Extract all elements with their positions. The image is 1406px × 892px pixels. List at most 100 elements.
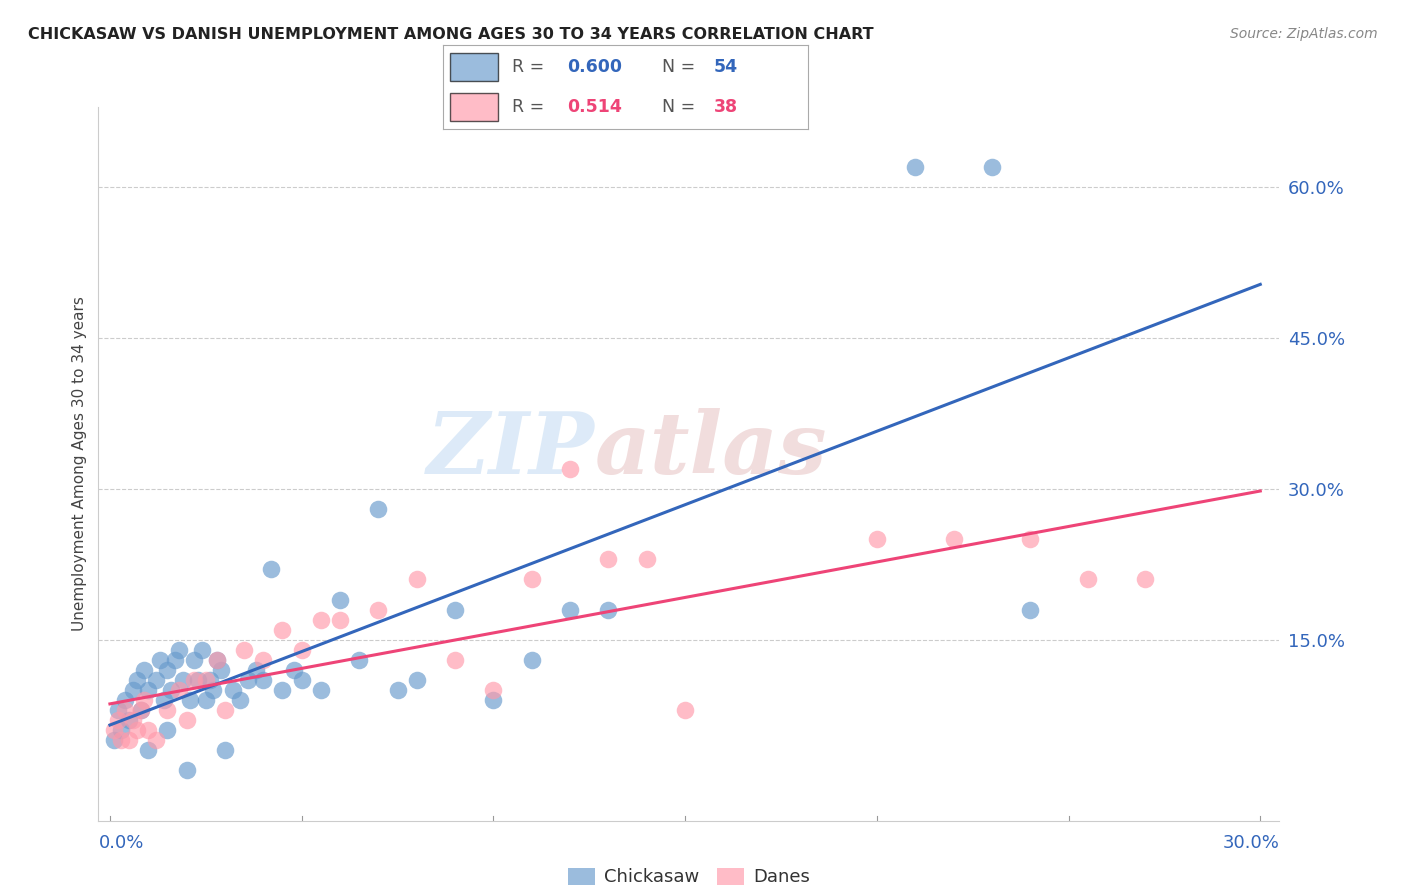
Point (598, 602, 620, 616)
Point (110, 723, 132, 738)
Point (118, 713, 141, 727)
Point (125, 673, 148, 687)
Point (167, 683, 190, 698)
Point (176, 764, 198, 778)
Point (110, 733, 132, 747)
Point (520, 573, 543, 587)
Point (194, 673, 217, 687)
Point (245, 663, 267, 677)
Point (122, 683, 145, 698)
Point (156, 663, 179, 677)
Text: N =: N = (662, 58, 702, 76)
Text: 0.600: 0.600 (567, 58, 623, 76)
Point (114, 693, 136, 707)
Point (103, 733, 125, 747)
Point (122, 713, 145, 727)
Point (636, 552, 658, 566)
Point (444, 602, 467, 616)
Point (229, 693, 252, 707)
Point (558, 602, 581, 616)
Point (558, 462, 581, 476)
Point (367, 602, 389, 616)
Point (207, 653, 229, 667)
Point (107, 713, 129, 727)
Point (387, 683, 409, 698)
Point (134, 693, 156, 707)
Point (207, 653, 229, 667)
Point (149, 653, 172, 667)
Point (329, 613, 352, 627)
Point (405, 673, 427, 687)
Text: Source: ZipAtlas.com: Source: ZipAtlas.com (1230, 27, 1378, 41)
Point (309, 683, 332, 698)
Point (103, 723, 125, 738)
Point (152, 693, 174, 707)
Point (367, 502, 389, 516)
Point (194, 693, 217, 707)
Point (309, 613, 332, 627)
Text: 38: 38 (713, 98, 738, 116)
Text: 30.0%: 30.0% (1223, 834, 1279, 852)
Point (176, 713, 198, 727)
Text: 54: 54 (713, 58, 738, 76)
Point (1077, 573, 1099, 587)
Point (145, 733, 167, 747)
Point (904, 161, 927, 175)
Point (291, 642, 314, 657)
Point (1019, 533, 1042, 547)
Point (129, 703, 152, 717)
Point (134, 663, 156, 677)
Point (136, 743, 159, 757)
FancyBboxPatch shape (450, 54, 498, 81)
Point (136, 723, 159, 738)
Point (179, 693, 201, 707)
Point (347, 653, 370, 667)
Y-axis label: Unemployment Among Ages 30 to 34 years: Unemployment Among Ages 30 to 34 years (72, 296, 87, 632)
Text: CHICKASAW VS DANISH UNEMPLOYMENT AMONG AGES 30 TO 34 YEARS CORRELATION CHART: CHICKASAW VS DANISH UNEMPLOYMENT AMONG A… (28, 27, 873, 42)
Point (405, 573, 427, 587)
Point (145, 673, 167, 687)
Point (114, 703, 136, 717)
Point (236, 673, 259, 687)
Point (482, 693, 505, 707)
Point (260, 562, 283, 576)
Point (198, 673, 221, 687)
Point (187, 673, 209, 687)
Point (160, 683, 183, 698)
Point (214, 743, 236, 757)
Point (980, 161, 1002, 175)
Point (283, 663, 305, 677)
Point (271, 623, 294, 637)
Point (167, 642, 190, 657)
Point (520, 653, 543, 667)
Point (866, 533, 889, 547)
Point (444, 653, 467, 667)
Point (156, 703, 179, 717)
Text: atlas: atlas (595, 408, 827, 491)
Point (482, 683, 505, 698)
Point (136, 683, 159, 698)
Point (271, 683, 294, 698)
Text: ZIP: ZIP (426, 408, 595, 491)
Point (191, 642, 214, 657)
Point (252, 673, 274, 687)
Point (252, 653, 274, 667)
Point (156, 723, 179, 738)
Text: R =: R = (512, 98, 555, 116)
Point (598, 552, 620, 566)
Text: 0.0%: 0.0% (98, 834, 143, 852)
Point (183, 673, 205, 687)
Point (329, 592, 352, 607)
Text: R =: R = (512, 58, 550, 76)
Point (125, 723, 148, 738)
Text: 0.514: 0.514 (567, 98, 621, 116)
Point (183, 653, 205, 667)
Point (1135, 573, 1157, 587)
Point (202, 683, 225, 698)
Point (214, 703, 236, 717)
FancyBboxPatch shape (450, 93, 498, 120)
Point (221, 683, 243, 698)
Point (165, 653, 187, 667)
Point (942, 533, 965, 547)
Point (233, 642, 256, 657)
